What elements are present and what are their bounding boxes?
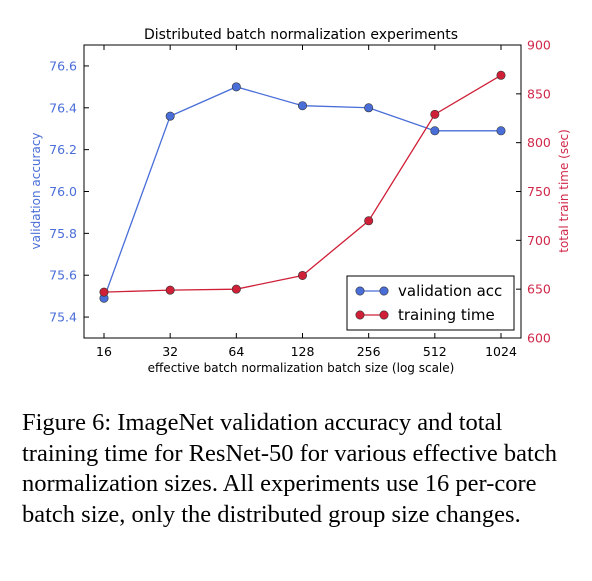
legend-marker-training-time	[379, 310, 389, 320]
left-axis-label: validation accuracy	[29, 132, 43, 249]
plot-area: 16 32 64 128 256 512 1024 75.4 75.6 75.8 76.0 76.2 7…	[49, 38, 551, 360]
data-point-training-time	[430, 109, 440, 119]
x-tick-label: 256	[357, 344, 381, 359]
left-tick-label: 76.4	[49, 100, 77, 115]
legend-label-training-time: training time	[398, 306, 495, 324]
data-point-training-time	[297, 270, 307, 280]
data-point-validation-acc	[496, 126, 506, 136]
left-tick-label: 75.4	[49, 310, 77, 325]
right-tick-label: 600	[527, 331, 551, 346]
legend-marker-validation-acc	[355, 286, 365, 296]
left-tick-label: 75.6	[49, 268, 77, 283]
right-tick-label: 900	[527, 38, 551, 53]
x-tick-label: 32	[162, 344, 178, 359]
x-tick-label: 1024	[485, 344, 517, 359]
data-point-training-time	[496, 70, 506, 80]
left-tick-label: 76.0	[49, 184, 77, 199]
right-tick-label: 750	[527, 184, 551, 199]
x-tick-label: 128	[291, 344, 315, 359]
chart: Distributed batch normalization experime…	[29, 27, 571, 375]
series-line-validation-acc	[103, 86, 501, 299]
x-tick-label: 512	[423, 344, 447, 359]
x-axis-label: effective batch normalization batch size…	[148, 361, 455, 375]
data-point-validation-acc	[430, 126, 440, 136]
right-tick-label: 700	[527, 233, 551, 248]
data-point-training-time	[231, 284, 241, 294]
legend-marker-training-time	[355, 310, 365, 320]
data-point-validation-acc	[165, 111, 175, 121]
data-point-training-time	[99, 287, 109, 297]
data-point-validation-acc	[231, 82, 241, 92]
legend-label-validation-acc: validation acc	[398, 282, 502, 300]
legend-box	[346, 275, 515, 331]
data-point-training-time	[364, 216, 374, 226]
left-tick-label: 75.8	[49, 226, 77, 241]
figure-caption: Figure 6: ImageNet validation accuracy a…	[22, 409, 557, 528]
right-axis-label: total train time (sec)	[557, 129, 571, 253]
data-point-validation-acc	[364, 103, 374, 113]
x-tick-label: 64	[228, 344, 244, 359]
chart-title: Distributed batch normalization experime…	[144, 27, 458, 43]
legend-marker-validation-acc	[379, 286, 389, 296]
x-tick-label: 16	[96, 344, 112, 359]
left-tick-label: 76.6	[49, 58, 77, 73]
right-tick-label: 800	[527, 135, 551, 150]
data-point-validation-acc	[297, 101, 307, 111]
data-point-training-time	[165, 285, 175, 295]
right-tick-label: 650	[527, 282, 551, 297]
right-tick-label: 850	[527, 86, 551, 101]
left-tick-label: 76.2	[49, 142, 77, 157]
